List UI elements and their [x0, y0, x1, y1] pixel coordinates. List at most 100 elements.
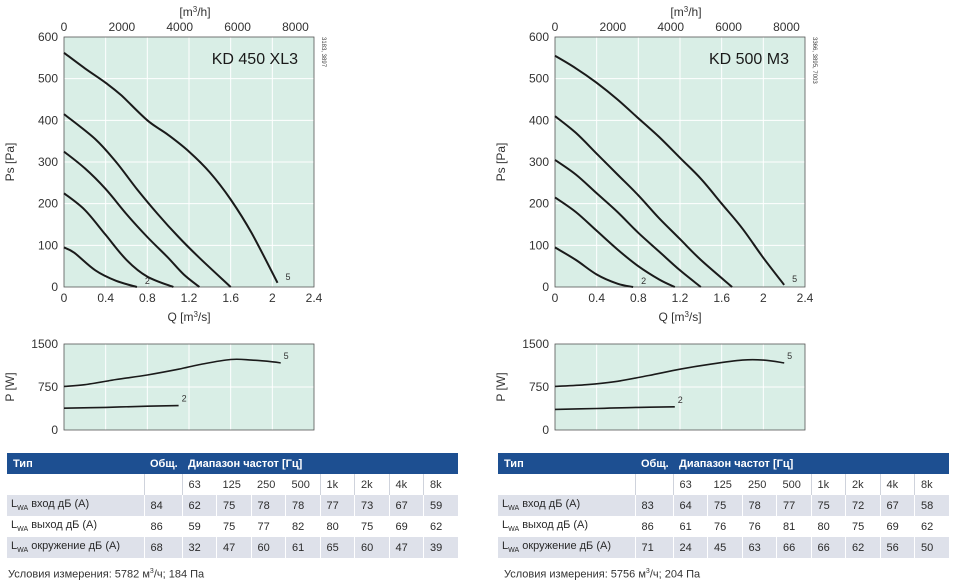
y-tick-label: 200 [529, 197, 549, 211]
value-cell: 67 [879, 495, 915, 516]
row-label: LWA выход дБ (A) [498, 516, 635, 537]
header-total: Общ. [144, 453, 182, 474]
table-row: LWA выход дБ (A) 86 59 75 77 82 80 75 69… [7, 516, 459, 537]
grid [555, 37, 805, 287]
fan-curve [554, 196, 676, 288]
curves: 25 [554, 351, 792, 411]
y-tick-labels: 0 100 200 300 400 500 600 [529, 30, 549, 294]
y-tick-label: 0 [51, 280, 58, 294]
y-tick-label: 300 [529, 155, 549, 169]
value-cell: 45 [707, 537, 742, 558]
power-curve [554, 358, 785, 388]
value-cell: 75 [707, 495, 742, 516]
value-cell: 78 [250, 495, 286, 516]
fan-curve [554, 115, 733, 288]
table-row: LWA вход дБ (A) 83 64 75 78 77 75 72 67 … [498, 495, 950, 516]
header-type: Тип [7, 453, 144, 474]
freq-cell: 2k [354, 474, 389, 495]
noise-table-right: Тип Общ. Диапазон частот [Гц] 63 125 250… [498, 453, 950, 558]
value-cell: 66 [776, 537, 811, 558]
y-tick-label: 600 [529, 30, 549, 44]
header-frequency-range: Диапазон частот [Гц] [673, 453, 950, 474]
curve-label: 2 [182, 394, 187, 404]
table-row: LWA выход дБ (A) 86 61 76 76 81 80 75 69… [498, 516, 950, 537]
top-tick-label: 0 [552, 20, 559, 34]
freq-cell: 500 [776, 474, 811, 495]
freq-cell: 63 [672, 474, 708, 495]
measurement-conditions: Условия измерения: 5782 м3/ч; 184 Па [8, 568, 205, 581]
table-row: LWA окружение дБ (A) 68 32 47 60 61 65 6… [7, 537, 459, 558]
curve-label: 5 [792, 274, 797, 284]
top-tick-label: 4000 [166, 20, 193, 34]
y-axis-label: Ps [Pa] [494, 143, 508, 182]
value-cell: 62 [181, 495, 217, 516]
table-row: LWA окружение дБ (A) 71 24 45 63 66 66 6… [498, 537, 950, 558]
freq-cell: 250 [251, 474, 286, 495]
y-tick-label: 0 [542, 280, 549, 294]
total-cell: 71 [634, 537, 673, 558]
x-tick-label: 1.6 [222, 291, 239, 305]
x-tick-labels: 0 0.4 0.8 1.2 1.6 2 2.4 [61, 291, 323, 305]
x-tick-label: 2 [760, 291, 767, 305]
noise-table-left: Тип Общ. Диапазон частот [Гц] 63 125 250… [7, 453, 459, 558]
fan-curve [554, 54, 785, 286]
value-cell: 62 [423, 516, 459, 537]
fan-curve [63, 113, 232, 288]
value-cell: 61 [285, 537, 320, 558]
y-tick-label: 750 [38, 380, 58, 394]
value-cell: 32 [181, 537, 217, 558]
x-tick-label: 1.2 [672, 291, 689, 305]
fan-curve [63, 150, 201, 288]
value-cell: 77 [776, 495, 811, 516]
x-tick-label: 0.8 [139, 291, 156, 305]
value-cell: 69 [388, 516, 424, 537]
curve-label: 5 [286, 272, 291, 282]
total-cell: 68 [143, 537, 182, 558]
y-axis-label: P [W] [494, 372, 508, 401]
total-cell: 83 [634, 495, 673, 516]
value-cell: 75 [845, 516, 880, 537]
x-axis-label: Q [m3/s] [167, 310, 210, 324]
value-cell: 81 [776, 516, 811, 537]
value-cell: 59 [181, 516, 217, 537]
value-cell: 75 [810, 495, 846, 516]
value-cell: 59 [423, 495, 459, 516]
power-curve [63, 404, 179, 409]
top-tick-label: 6000 [224, 20, 251, 34]
curve-label: 2 [641, 276, 646, 286]
model-code: 3366, 3895, 7003 [811, 37, 817, 84]
y-tick-label: 1500 [31, 337, 58, 351]
value-cell: 47 [388, 537, 424, 558]
y-tick-label: 1500 [522, 337, 549, 351]
x-tick-label: 2.4 [306, 291, 323, 305]
curve-label: 2 [678, 395, 683, 405]
total-cell: 86 [634, 516, 673, 537]
model-code: 3183, 3897 [320, 37, 326, 68]
frequency-row: 63 125 250 500 1k 2k 4k 8k [498, 474, 950, 495]
x-tick-label: 1.2 [181, 291, 198, 305]
freq-cell: 4k [879, 474, 915, 495]
value-cell: 47 [216, 537, 251, 558]
fan-curve [63, 192, 174, 288]
power-curve [554, 406, 675, 411]
row-label: LWA вход дБ (A) [498, 495, 635, 516]
fan-curve [63, 51, 279, 284]
value-cell: 80 [319, 516, 355, 537]
power-curve [63, 358, 281, 388]
value-cell: 77 [319, 495, 355, 516]
value-cell: 39 [423, 537, 459, 558]
top-tick-label: 8000 [773, 20, 800, 34]
freq-cell: 125 [707, 474, 742, 495]
y-tick-label: 400 [529, 113, 549, 127]
top-tick-label: 2000 [109, 20, 136, 34]
freq-cell: 250 [742, 474, 777, 495]
top-tick-label: 8000 [282, 20, 309, 34]
value-cell: 65 [319, 537, 355, 558]
y-tick-label: 500 [38, 72, 58, 86]
value-cell: 60 [250, 537, 286, 558]
y-tick-label: 100 [529, 238, 549, 252]
value-cell: 80 [810, 516, 846, 537]
